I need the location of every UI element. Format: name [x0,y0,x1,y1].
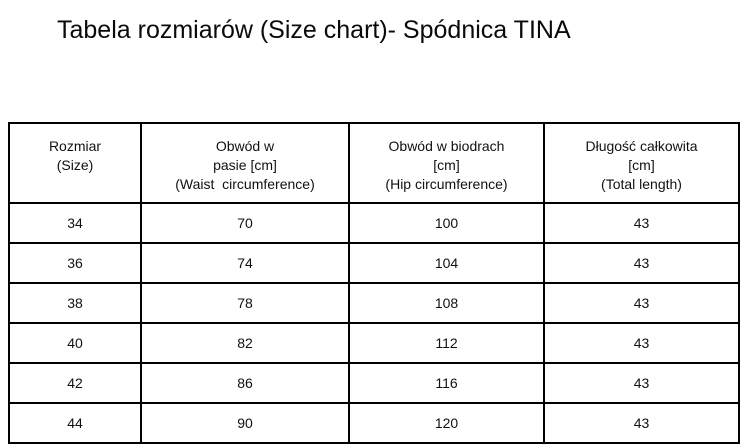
size-chart-table: Rozmiar (Size) Obwód w pasie [cm] (Waist… [8,122,740,444]
table-row: 40 82 112 43 [8,322,740,364]
page-title: Tabela rozmiarów (Size chart)- Spódnica … [57,16,571,44]
table-row: 34 70 100 43 [8,202,740,244]
cell-length: 43 [543,402,740,444]
cell-length: 43 [543,282,740,324]
cell-hip: 120 [348,402,545,444]
cell-size: 42 [8,362,142,404]
cell-size: 44 [8,402,142,444]
cell-waist: 86 [140,362,350,404]
cell-size: 34 [8,202,142,244]
cell-length: 43 [543,362,740,404]
cell-waist: 90 [140,402,350,444]
table-row: 42 86 116 43 [8,362,740,404]
table-header-row: Rozmiar (Size) Obwód w pasie [cm] (Waist… [8,122,740,204]
cell-hip: 112 [348,322,545,364]
cell-size: 36 [8,242,142,284]
header-waist-circumference: Obwód w pasie [cm] (Waist circumference) [140,122,350,204]
cell-waist: 82 [140,322,350,364]
table-row: 38 78 108 43 [8,282,740,324]
cell-waist: 70 [140,202,350,244]
header-total-length: Długość całkowita [cm] (Total length) [543,122,740,204]
cell-size: 40 [8,322,142,364]
header-size: Rozmiar (Size) [8,122,142,204]
cell-hip: 116 [348,362,545,404]
cell-length: 43 [543,322,740,364]
cell-length: 43 [543,242,740,284]
cell-waist: 78 [140,282,350,324]
cell-hip: 108 [348,282,545,324]
cell-size: 38 [8,282,142,324]
table-row: 36 74 104 43 [8,242,740,284]
cell-hip: 100 [348,202,545,244]
header-hip-circumference: Obwód w biodrach [cm] (Hip circumference… [348,122,545,204]
cell-length: 43 [543,202,740,244]
table-row: 44 90 120 43 [8,402,740,444]
cell-hip: 104 [348,242,545,284]
cell-waist: 74 [140,242,350,284]
